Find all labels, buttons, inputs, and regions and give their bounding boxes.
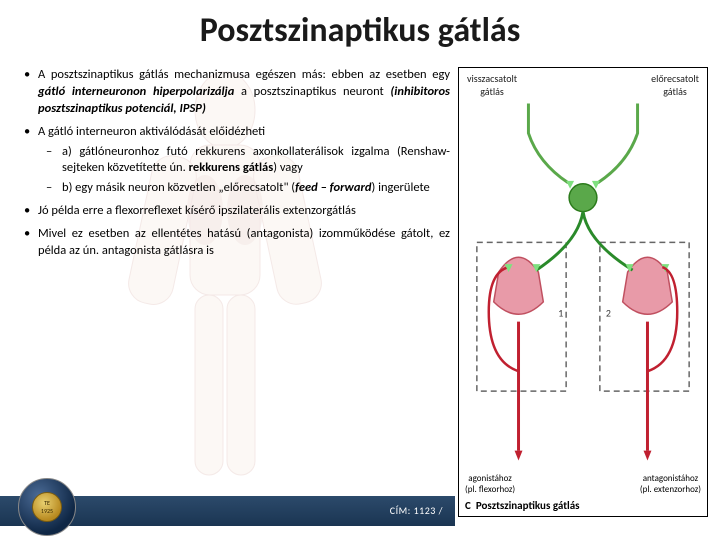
page-title: Posztszinaptikus gátlás [0, 0, 720, 67]
emblem-line1: TE [44, 499, 50, 507]
bullet-2: A gátló interneuron aktiválódását előidé… [20, 124, 450, 198]
figure-panel: visszacsatolt gátlás előrecsatolt gátlás [458, 67, 708, 517]
figure-caption-letter: C [465, 499, 471, 512]
figure-footer-right: antagonistához (pl. extenzorhoz) [640, 473, 701, 495]
bullet-2a: a) gátlóneuronhoz futó rekkurens axonkol… [38, 144, 450, 178]
figure-diagram: 1 2 [459, 102, 707, 462]
bullet-1: A posztszinaptikus gátlás mechanizmusa e… [20, 67, 450, 118]
svg-text:1: 1 [558, 308, 563, 320]
bullet-2b: b) egy másik neuron közvetlen „előrecsat… [38, 180, 450, 197]
bullet-3: Jó példa erre a flexorreflexet kísérő ip… [20, 203, 450, 220]
svg-text:2: 2 [606, 308, 611, 320]
bullet-4: Mivel ez esetben az ellentétes hatású (a… [20, 226, 450, 260]
emblem-logo: TE 1925 [18, 478, 76, 536]
figure-header: visszacsatolt gátlás előrecsatolt gátlás [459, 68, 707, 102]
emblem-line2: 1925 [41, 507, 53, 515]
text-column: A posztszinaptikus gátlás mechanizmusa e… [20, 67, 450, 517]
figure-header-left: visszacsatolt gátlás [467, 72, 517, 98]
content-row: A posztszinaptikus gátlás mechanizmusa e… [0, 67, 720, 517]
figure-header-right: előrecsatolt gátlás [651, 72, 699, 98]
figure-caption-text: Posztszinaptikus gátlás [476, 499, 580, 512]
figure-footer: agonistához (pl. flexorhoz) antagonistáh… [465, 473, 701, 512]
figure-footer-left: agonistához (pl. flexorhoz) [465, 473, 515, 495]
